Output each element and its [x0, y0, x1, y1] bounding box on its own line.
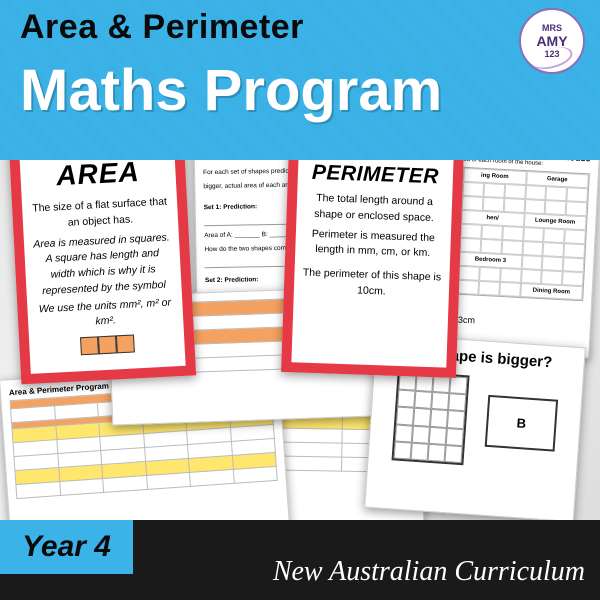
perim-def: The total length around a shape or enclo… — [304, 191, 444, 227]
perim-title: PERIMETER — [306, 161, 446, 190]
header: Area & Perimeter Maths Program MRS AMY 1… — [0, 0, 600, 160]
header-title-bar: Maths Program — [0, 62, 600, 160]
logo-line1: MRS — [542, 23, 562, 33]
logo-line3: 123 — [544, 49, 559, 59]
perim-expl: Perimeter is measured the length in mm, … — [303, 226, 443, 262]
subtitle-text: Area & Perimeter — [20, 8, 580, 47]
room-label: Dining Room — [520, 283, 583, 300]
shape-a — [392, 370, 470, 465]
year-badge: Year 4 — [0, 520, 133, 574]
footer: Year 4 New Australian Curriculum — [0, 520, 600, 600]
brand-logo: MRS AMY 123 — [519, 8, 585, 74]
preview-area: Name: ea House ea of each room of the ho… — [0, 160, 600, 520]
worksheet-house: Name: ea House ea of each room of the ho… — [444, 160, 600, 359]
product-cover: Area & Perimeter Maths Program MRS AMY 1… — [0, 0, 600, 600]
set2-label: Set 2: Prediction: — [205, 277, 259, 285]
area-squares-icon — [37, 332, 177, 357]
area-def: The size of a flat surface that an objec… — [30, 194, 170, 233]
shape-b — [485, 395, 558, 452]
area-expl: Area is measured in squares. A square ha… — [32, 230, 174, 300]
bigger-shapes — [377, 369, 575, 472]
area-a-label: Area of A: — [204, 232, 233, 239]
area-b-label: B: — [262, 231, 268, 238]
title-text: Maths Program — [20, 62, 580, 120]
poster-perimeter: PERIMETER The total length around a shap… — [281, 160, 464, 378]
logo-line2: AMY — [536, 33, 567, 49]
perim-body: The total length around a shape or enclo… — [302, 191, 445, 302]
perim-example: The perimeter of this shape is 10cm. — [302, 266, 442, 302]
set1-label: Set 1: Prediction: — [204, 203, 258, 211]
poster-area: AREA The size of a flat surface that an … — [9, 160, 196, 384]
perim-side-label: 3cm — [458, 315, 475, 326]
area-units: We use the units mm², m² or km². — [35, 295, 175, 334]
curriculum-text: New Australian Curriculum — [273, 556, 585, 588]
area-body: The size of a flat surface that an objec… — [30, 194, 177, 357]
area-title: AREA — [28, 160, 168, 194]
header-subtitle-bar: Area & Perimeter — [0, 0, 600, 62]
house-grid: ing Room Garage hen/ Lounge Room Bedroom… — [456, 167, 590, 301]
